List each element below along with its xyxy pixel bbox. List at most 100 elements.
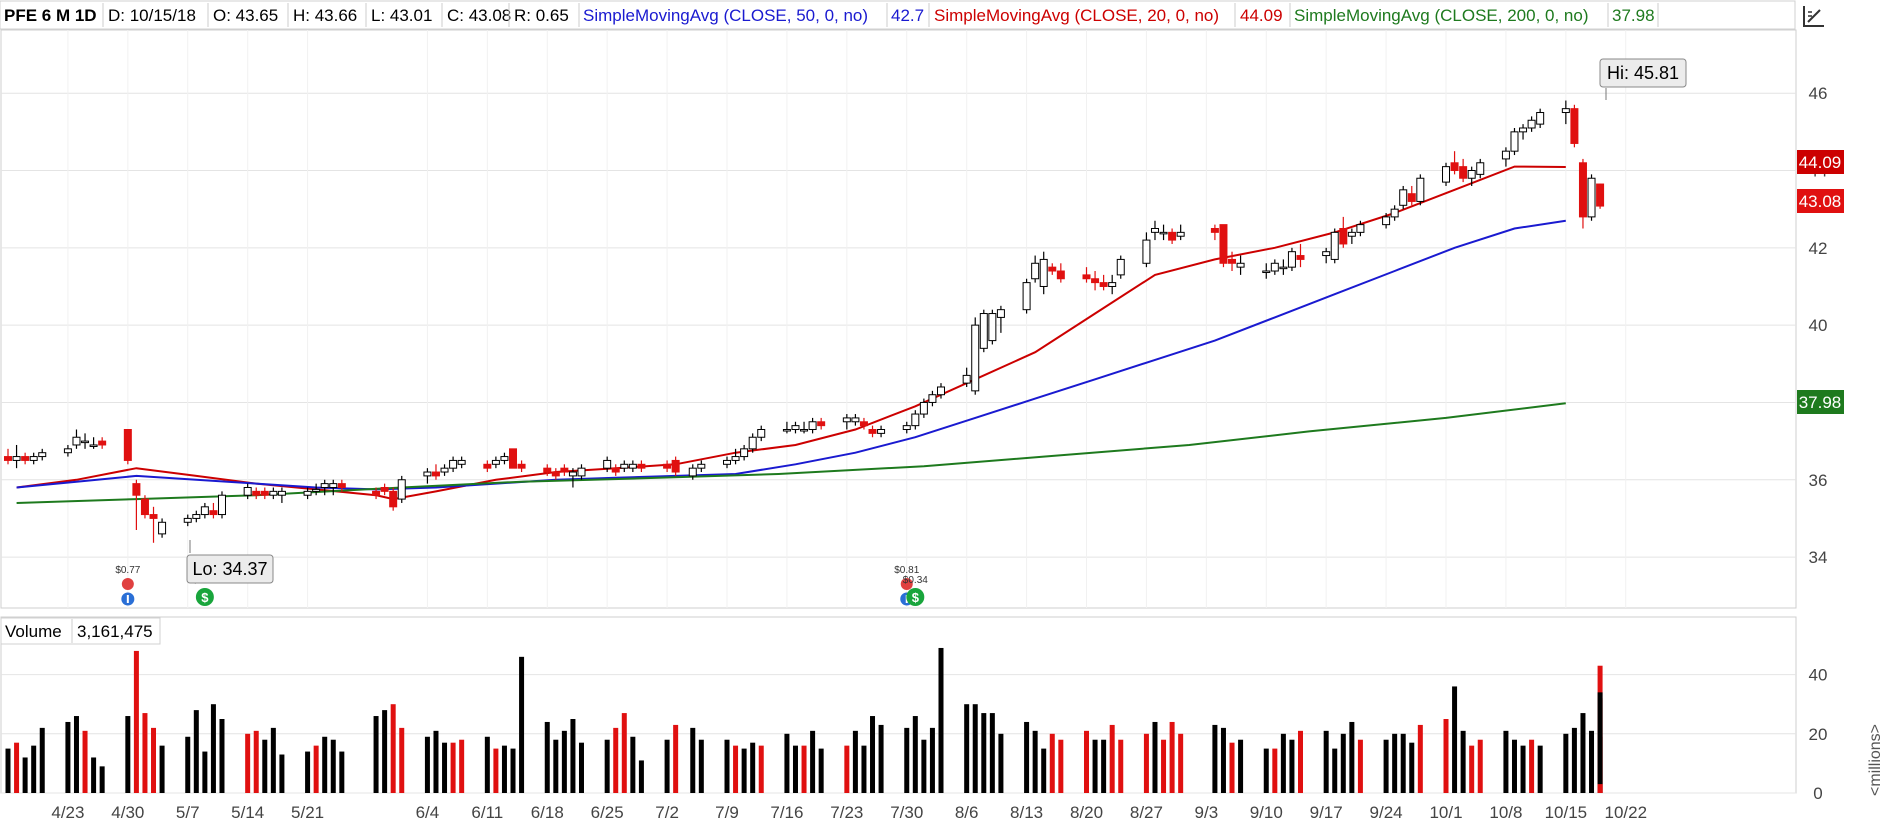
volume-bar [82, 730, 88, 793]
volume-bar [151, 727, 157, 793]
candle [320, 479, 329, 496]
earnings-icon[interactable] [900, 578, 913, 590]
volume-bar [1469, 745, 1475, 793]
dividend-icon[interactable] [195, 588, 214, 606]
candle [723, 456, 732, 469]
volume-bar [450, 742, 456, 793]
volume-bar [1297, 730, 1303, 793]
earnings-icon[interactable] [121, 578, 134, 590]
volume-bar [399, 727, 405, 793]
candle [1150, 220, 1159, 241]
dividend-icon[interactable] [906, 588, 925, 606]
candle [192, 510, 201, 523]
volume-bar [1409, 742, 1415, 793]
candle [919, 398, 928, 418]
date-tick-label: 10/22 [1604, 803, 1647, 821]
volume-bar [1109, 724, 1115, 793]
candle [449, 456, 458, 473]
volume-bar [133, 650, 139, 793]
volume-bar [1118, 739, 1124, 793]
earnings-event[interactable]: $0.77 [115, 565, 141, 606]
candle [560, 464, 569, 476]
candle [1099, 274, 1108, 291]
candle [1561, 100, 1570, 125]
candle [1048, 263, 1057, 275]
candle [72, 429, 81, 449]
date-tick-label: 9/24 [1370, 803, 1403, 821]
drawing-tool-icon[interactable] [1800, 2, 1828, 30]
candle [1356, 220, 1365, 237]
volume-bar [245, 733, 251, 793]
date-tick-label: 5/21 [291, 803, 324, 821]
high-label: H: 43.66 [293, 6, 357, 25]
date-tick-label: 6/11 [471, 803, 503, 821]
candle [1228, 251, 1237, 272]
candle [252, 487, 261, 500]
volume-grid [1, 674, 1796, 794]
date-tick-label: 5/14 [231, 803, 264, 821]
date-label: D: 10/15/18 [108, 6, 196, 25]
date-tick-label: 9/3 [1195, 803, 1219, 821]
volume-bar [1537, 745, 1543, 793]
volume-bar [561, 730, 567, 793]
sma20-label: SimpleMovingAvg (CLOSE, 20, 0, no) [934, 6, 1219, 25]
volume-bar [750, 742, 756, 793]
volume-bar [938, 647, 944, 793]
volume-bar [972, 704, 978, 793]
candle [491, 456, 500, 469]
volume-bar [1589, 730, 1595, 793]
candle [277, 487, 286, 503]
volume-bar [1049, 733, 1055, 793]
sma20-value: 44.09 [1240, 6, 1283, 25]
candle [757, 425, 766, 442]
hi-label: Hi: 45.81 [1607, 63, 1679, 83]
candle [1382, 213, 1391, 229]
candle [329, 479, 338, 496]
volume-bar [279, 754, 285, 793]
date-tick-label: 10/1 [1429, 803, 1462, 821]
candle [800, 421, 809, 434]
volume-bar [1597, 692, 1603, 793]
candle [123, 429, 132, 465]
last-price-tag-text: 43.08 [1799, 192, 1842, 211]
candle [243, 483, 252, 500]
close-label: C: 43.08 [447, 6, 511, 25]
last-price-tag: 43.08 [1797, 189, 1844, 213]
candle [1287, 247, 1296, 272]
volume-bar [673, 724, 679, 793]
volume-value: 3,161,475 [77, 622, 153, 641]
candle [782, 421, 791, 434]
symbol-label: PFE 6 M 1D [4, 6, 97, 25]
candle [1322, 247, 1331, 264]
candle [1587, 174, 1596, 221]
date-axis: 4/23 4/30 5/7 5/14 5/21 6/4 6/11 6/18 6/25 7/2 7/9… [51, 803, 1647, 821]
volume-bar [31, 745, 37, 793]
volume-bar [698, 739, 704, 793]
volume-bar [1563, 733, 1569, 793]
candle [63, 444, 72, 457]
date-tick-label: 8/6 [955, 803, 979, 821]
volume-bar [1280, 733, 1286, 793]
volume-bar [322, 736, 328, 793]
price-panel[interactable]: 34363840424446 $0.77$0.81$0.34$$0.34$ Hi… [0, 29, 1844, 609]
volume-tick-label: 0 [1813, 784, 1822, 803]
volume-panel[interactable]: 0 20 40 Volume 3,161,475 <millions> [0, 616, 1884, 803]
range-label: R: 0.65 [514, 6, 569, 25]
volume-bar [185, 736, 191, 793]
volume-bar [1392, 733, 1398, 793]
volume-bar [553, 739, 559, 793]
volume-bar [459, 739, 465, 793]
volume-bar [1529, 739, 1535, 793]
lo-label: Lo: 34.37 [192, 559, 267, 579]
candle [389, 487, 398, 511]
volume-bar [65, 721, 71, 793]
volume-bar [262, 739, 268, 793]
candle [1176, 224, 1185, 241]
dividend-event[interactable]: $0.34 $ [903, 575, 928, 606]
candle [620, 460, 629, 473]
volume-bar [1058, 739, 1064, 793]
volume-bar [330, 739, 336, 793]
sma200-tag-text: 37.98 [1799, 393, 1842, 412]
candle [337, 479, 346, 492]
volume-bar [904, 727, 910, 793]
